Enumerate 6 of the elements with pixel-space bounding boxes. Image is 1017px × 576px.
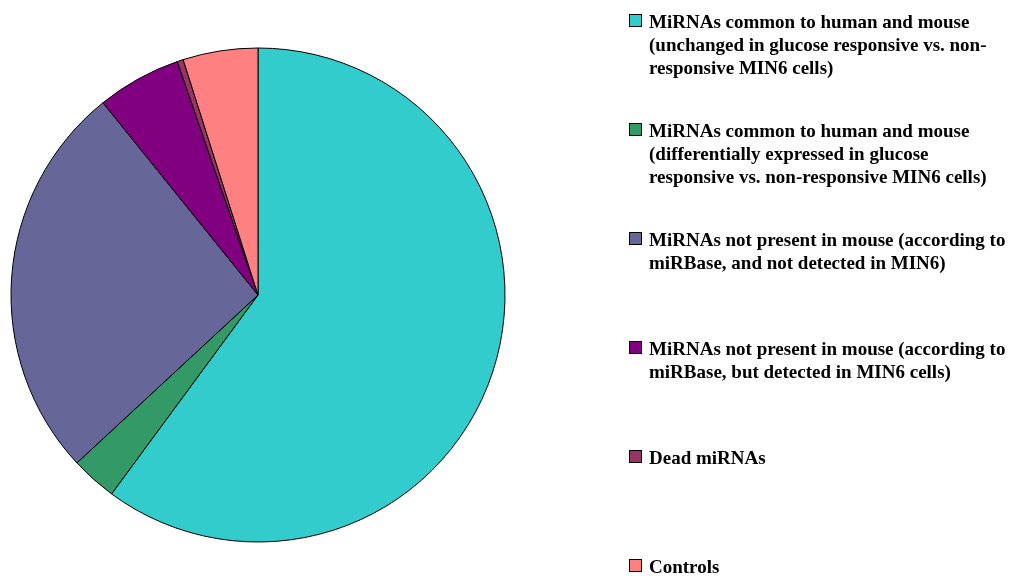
legend-label: MiRNAs common to human and mouse (unchanged in glucose responsive vs. non-responsive MIN6 cells): [649, 10, 988, 79]
legend-label: Dead miRNAs: [649, 446, 766, 469]
legend-label: MiRNAs not present in mouse (according to miRBase, and not detected in MIN6): [649, 228, 1007, 274]
legend-label: MiRNAs not present in mouse (according to miRBase, but detected in MIN6 cells): [649, 337, 1007, 383]
legend-label: MiRNAs common to human and mouse (differentially expressed in glucose responsive vs. non-responsive MIN6 cells): [649, 119, 988, 188]
legend-label: Controls: [649, 555, 720, 576]
